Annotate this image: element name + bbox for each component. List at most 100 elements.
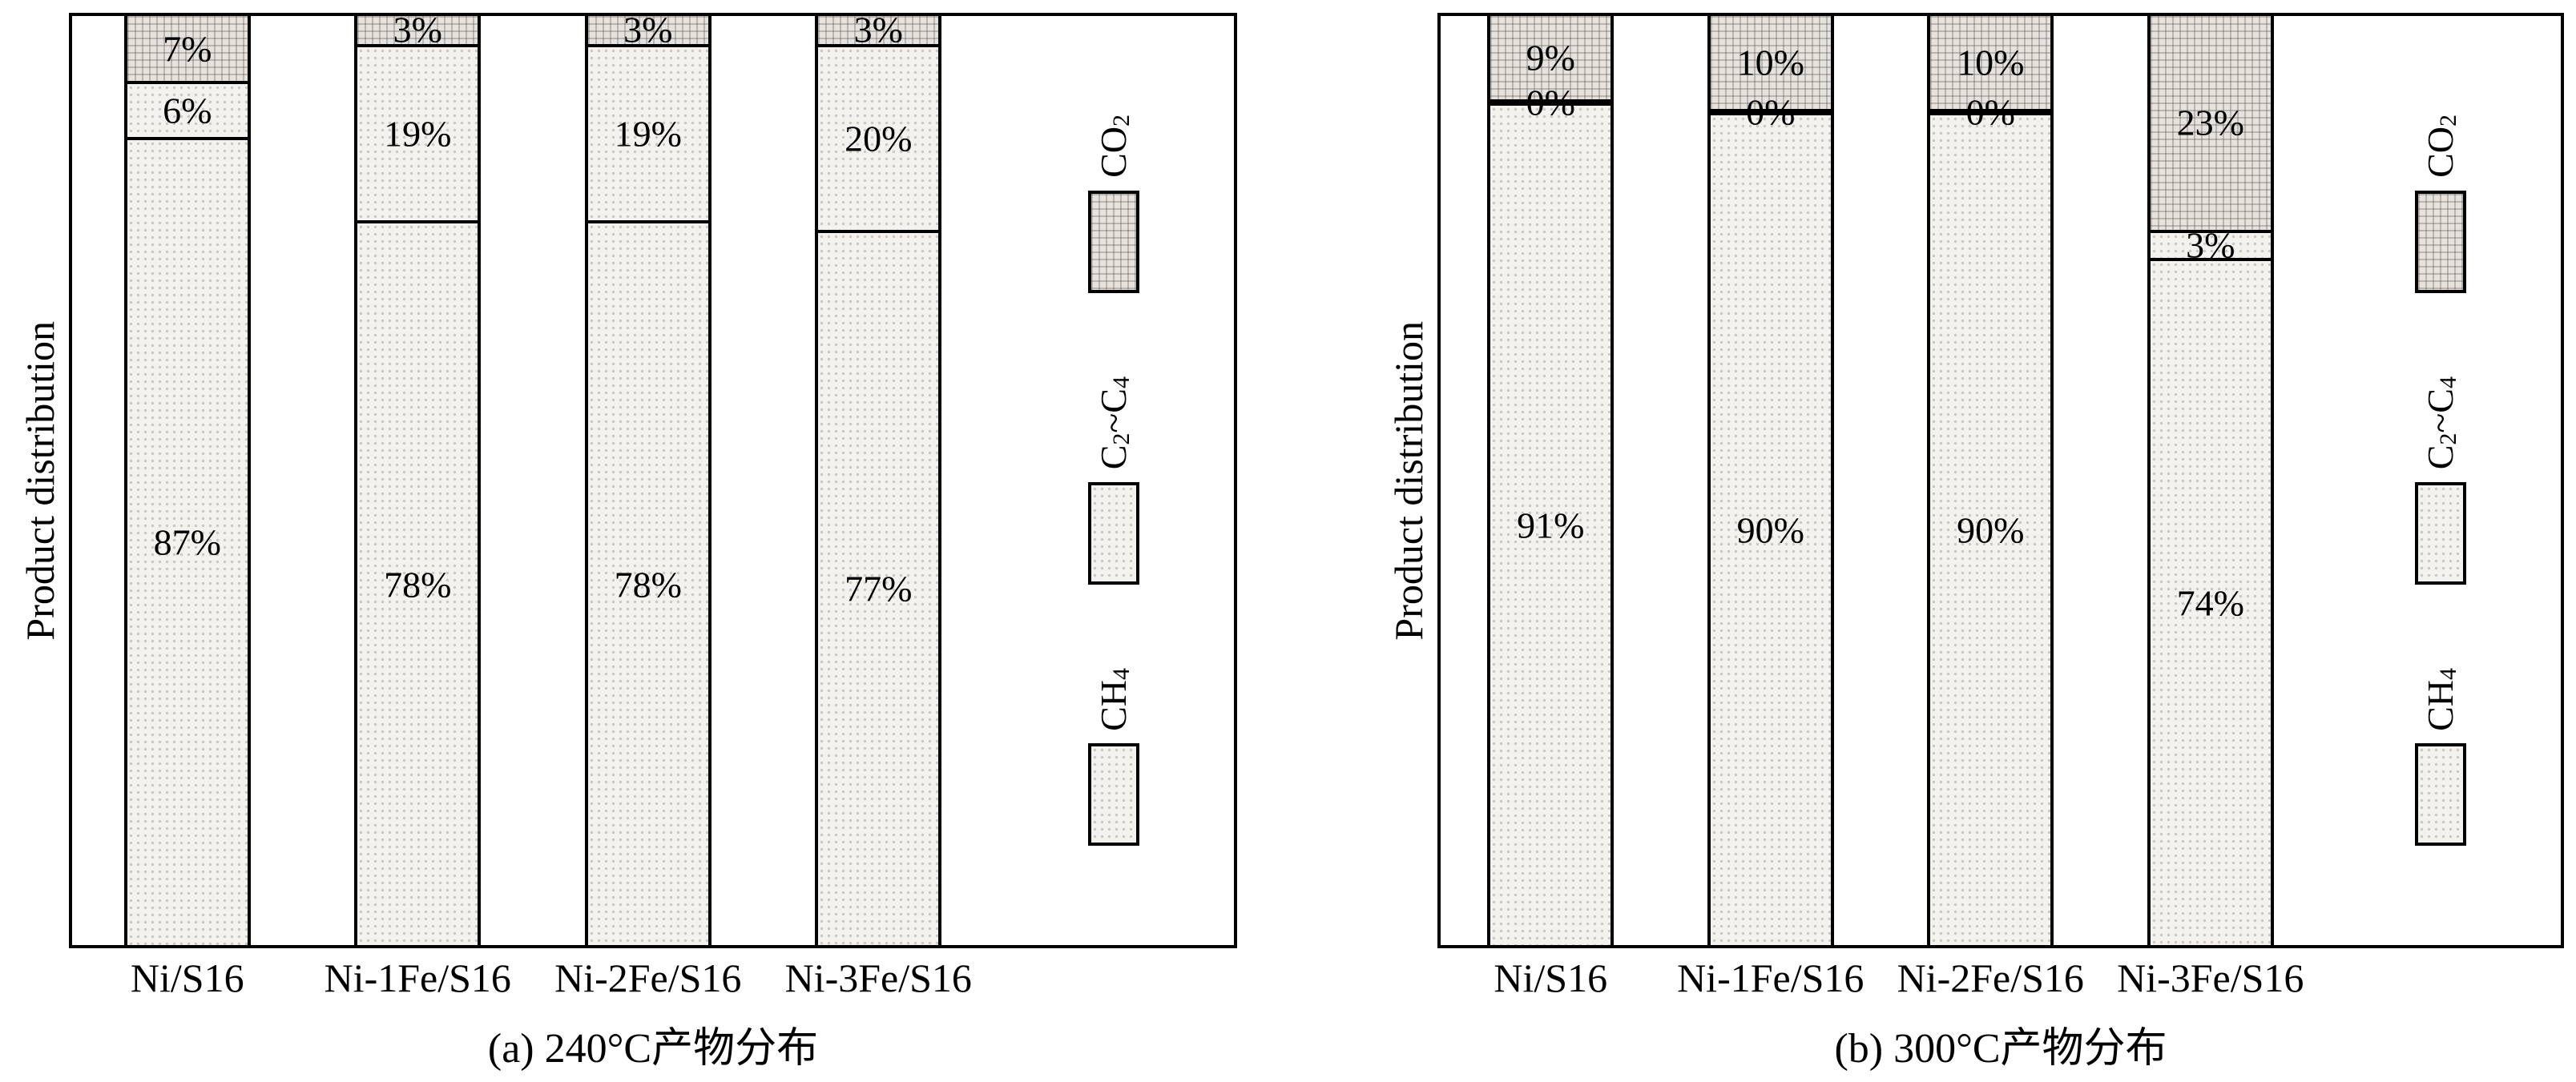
y-axis-label: Product distribution: [18, 320, 62, 641]
legend-label: CH4: [1092, 667, 1135, 731]
bar-segment: 78%: [587, 220, 708, 945]
segment-value-label: 10%: [1957, 42, 2025, 83]
chart-caption: (b) 300°C产物分布: [1834, 1026, 2167, 1072]
bar-segment: 78%: [357, 220, 478, 945]
bar-segment: 19%: [357, 43, 478, 221]
x-tick-label: Ni-2Fe/S16: [554, 955, 742, 1000]
legend-item: C2~C4: [2415, 376, 2466, 585]
segment-value-label: 3%: [393, 9, 442, 50]
bar-segment: 6%: [127, 81, 248, 137]
bar-slot: 10% 0% 90%: [1881, 16, 2101, 945]
plot-row: Product distribution 7% 6% 87% 3% 19% 78% 3% 19…: [11, 10, 1237, 948]
stacked-bar: 10% 0% 90%: [1927, 16, 2054, 945]
segment-value-label: 90%: [1957, 509, 2025, 551]
segment-value-label: 74%: [2176, 582, 2244, 624]
x-tick-label: Ni-3Fe/S16: [784, 955, 972, 1000]
legend: CO2 C2~C4 CH4: [994, 16, 1234, 945]
segment-value-label: 90%: [1736, 509, 1804, 551]
legend-label: CO2: [2419, 115, 2462, 179]
segment-value-label: 20%: [845, 118, 913, 159]
bar-segment: 10%: [1710, 16, 1831, 109]
segment-value-label: 23%: [2176, 102, 2244, 143]
bar-segment: 3%: [357, 10, 478, 50]
bar-segment: 10%: [1930, 16, 2051, 109]
segment-value-label: 19%: [384, 113, 452, 155]
y-axis-label-column: Product distribution: [1380, 13, 1437, 948]
bars-area: 7% 6% 87% 3% 19% 78% 3% 19% 78% 3% 20% 77%: [72, 10, 994, 945]
bar-segment: 74%: [2150, 257, 2271, 945]
bar-segment: 20%: [818, 43, 939, 230]
bar-segment: 3%: [2150, 225, 2271, 266]
segment-value-label: 77%: [845, 568, 913, 609]
bar-segment: 23%: [2150, 16, 2271, 230]
segment-value-label: 3%: [853, 9, 903, 50]
segment-value-label: 19%: [614, 113, 682, 155]
bar-segment: 19%: [587, 43, 708, 221]
segment-value-label: 91%: [1517, 505, 1585, 546]
segment-value-label: 9%: [1526, 37, 1575, 78]
stacked-bar: 9% 0% 91%: [1487, 16, 1615, 945]
x-tick-label: Ni-2Fe/S16: [1897, 955, 2084, 1000]
segment-value-label: 7%: [163, 28, 212, 70]
stacked-bar: 7% 6% 87%: [123, 16, 251, 945]
bar-segment: 7%: [127, 16, 248, 82]
legend-item: CH4: [2415, 668, 2466, 847]
segment-value-label: 10%: [1736, 42, 1804, 83]
legend-swatch: [1088, 743, 1139, 847]
x-tick-label: Ni-3Fe/S16: [2117, 955, 2304, 1000]
x-tick-label: Ni-1Fe/S16: [324, 955, 511, 1000]
legend-swatch: [2415, 743, 2466, 847]
bar-segment: 90%: [1930, 111, 2051, 945]
bar-slot: 3% 19% 78%: [303, 10, 534, 945]
tick-row: Ni/S16 Ni-1Fe/S16 Ni-2Fe/S16 Ni-3Fe/S16: [1437, 948, 2564, 1008]
segment-value-label: 0%: [1746, 91, 1796, 133]
bar-slot: 23% 3% 74%: [2101, 16, 2321, 945]
y-axis-label: Product distribution: [1386, 320, 1431, 641]
legend-item: CO2: [2415, 115, 2466, 294]
bar-segment: 9%: [1490, 16, 1611, 100]
bar-segment: 90%: [1710, 111, 1831, 945]
legend-item: CH4: [1088, 668, 1139, 847]
legend-label: C2~C4: [1092, 376, 1135, 470]
tick-row: Ni/S16 Ni-1Fe/S16 Ni-2Fe/S16 Ni-3Fe/S16: [69, 948, 1237, 1008]
segment-value-label: 78%: [614, 564, 682, 605]
segment-value-label: 0%: [1526, 82, 1575, 123]
legend-item: CO2: [1088, 115, 1139, 294]
segment-value-label: 6%: [163, 90, 212, 131]
bar-slot: 9% 0% 91%: [1441, 16, 1661, 945]
bar-slot: 7% 6% 87%: [72, 16, 303, 945]
plot-area: 7% 6% 87% 3% 19% 78% 3% 19% 78% 3% 20% 77% CO2 C2~C4…: [69, 10, 1237, 948]
bar-segment: 77%: [818, 229, 939, 945]
bar-slot: 10% 0% 90%: [1661, 16, 1881, 945]
bar-segment: 91%: [1490, 103, 1611, 945]
stacked-bar: 3% 19% 78%: [584, 10, 712, 945]
segment-value-label: 78%: [384, 564, 452, 605]
stacked-bar: 23% 3% 74%: [2147, 16, 2274, 945]
plot-area: 9% 0% 91% 10% 0% 90% 10% 0% 90% 23% 3% 74% CO2 C2~C4…: [1437, 13, 2564, 948]
plot-row: Product distribution 9% 0% 91% 10% 0% 90% 10% 0…: [1380, 13, 2564, 948]
legend-label: CH4: [2419, 667, 2462, 731]
segment-value-label: 3%: [623, 9, 673, 50]
chart-caption: (a) 240°C产物分布: [487, 1026, 819, 1072]
chart-panel-a: Product distribution 7% 6% 87% 3% 19% 78% 3% 19…: [11, 10, 1237, 1082]
chart-panel-b: Product distribution 9% 0% 91% 10% 0% 90% 10% 0…: [1380, 13, 2564, 1082]
x-tick-label: Ni/S16: [1494, 955, 1608, 1000]
bar-slot: 3% 19% 78%: [533, 10, 764, 945]
legend-swatch: [1088, 482, 1139, 585]
bar-slot: 3% 20% 77%: [764, 10, 994, 945]
x-tick-label: Ni-1Fe/S16: [1677, 955, 1864, 1000]
legend-swatch: [1088, 191, 1139, 294]
bar-segment: 0%: [1710, 91, 1831, 132]
segment-value-label: 0%: [1965, 91, 2015, 133]
bar-segment: 87%: [127, 136, 248, 945]
legend-label: C2~C4: [2419, 376, 2462, 470]
bar-segment: 0%: [1930, 91, 2051, 132]
stacked-bar: 10% 0% 90%: [1707, 16, 1834, 945]
bar-segment: 3%: [818, 10, 939, 50]
bar-segment: 3%: [587, 10, 708, 50]
legend-item: C2~C4: [1088, 376, 1139, 585]
bar-segment: 0%: [1490, 82, 1611, 123]
legend-swatch: [2415, 191, 2466, 294]
segment-value-label: 3%: [2186, 224, 2235, 266]
